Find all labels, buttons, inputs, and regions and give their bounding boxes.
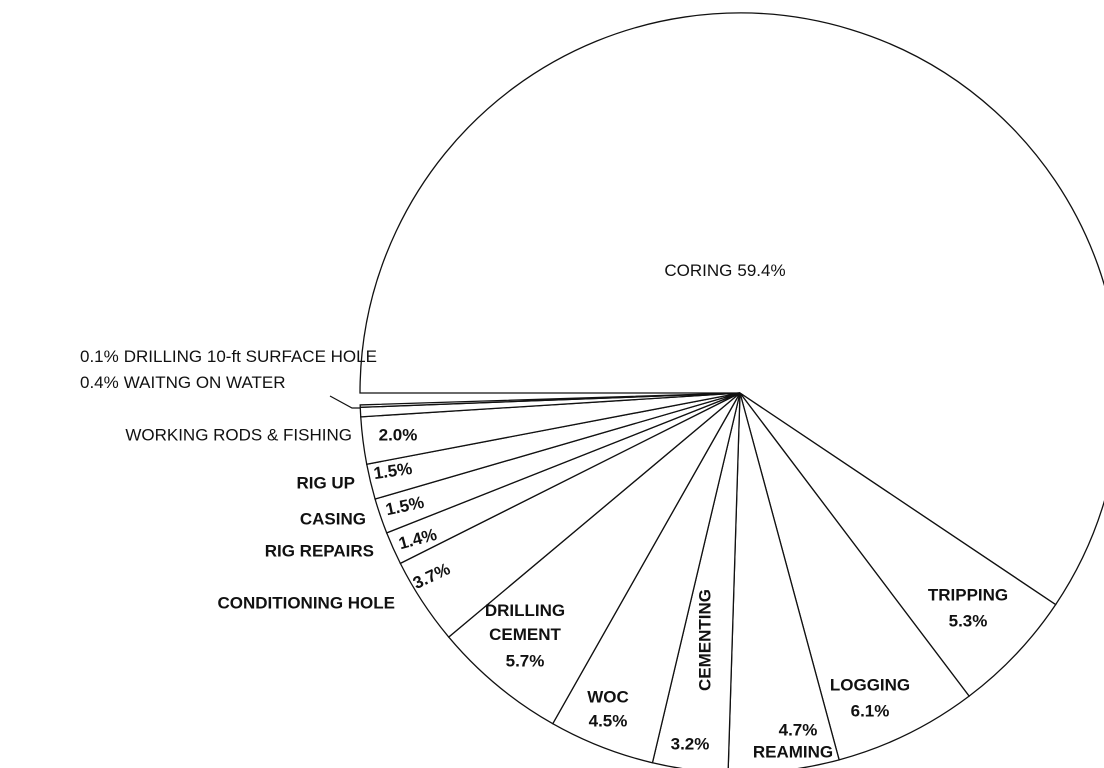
category-label: WOC — [587, 687, 629, 706]
category-label: TRIPPING — [928, 585, 1008, 604]
value-label: 0.4% — [80, 373, 119, 392]
category-label: CEMENTING — [695, 589, 714, 691]
category-label: REAMING — [753, 742, 833, 761]
pie-slice — [447, 392, 741, 725]
pie-slice — [727, 392, 840, 768]
pie-slice — [359, 12, 1104, 606]
category-label: CONDITIONING HOLE — [217, 593, 395, 612]
value-label: 59.4% — [737, 261, 785, 280]
value-label: 2.0% — [379, 425, 418, 444]
value-label: 4.7% — [779, 720, 818, 739]
value-label: 0.1% — [80, 347, 119, 366]
value-label: 5.7% — [506, 651, 545, 670]
category-label: CORING — [664, 261, 732, 280]
pie-slice — [359, 392, 741, 408]
slice-label: 0.4% WAITNG ON WATER — [80, 373, 286, 392]
value-label: 4.5% — [589, 711, 628, 730]
value-label: 3.2% — [671, 734, 710, 753]
slice-label: CORING 59.4% — [664, 261, 785, 280]
category-label: LOGGING — [830, 675, 910, 694]
slice-label: 0.1% DRILLING 10-ft SURFACE HOLE — [80, 347, 377, 366]
value-label: 6.1% — [851, 701, 890, 720]
pie-slice — [739, 392, 971, 761]
category-label: CASING — [300, 509, 366, 528]
category-label: RIG REPAIRS — [265, 541, 374, 560]
category-label: WORKING RODS & FISHING — [125, 425, 352, 444]
category-label: WAITNG ON WATER — [124, 373, 286, 392]
category-label: DRILLING 10-ft SURFACE HOLE — [124, 347, 377, 366]
category-label: DRILLING CEMENT — [485, 601, 565, 644]
value-label: 5.3% — [949, 611, 988, 630]
category-label: RIG UP — [296, 473, 355, 492]
